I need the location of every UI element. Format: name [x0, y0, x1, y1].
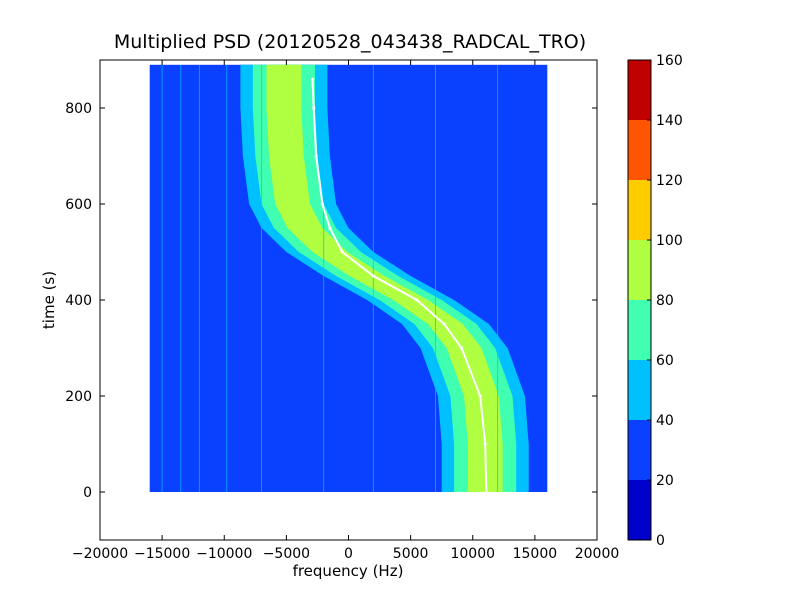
x-tick-label: −20000: [72, 546, 128, 562]
chart-title: Multiplied PSD (20120528_043438_RADCAL_T…: [114, 31, 586, 53]
colorbar-tick-label: 120: [656, 173, 683, 189]
y-tick-label: 0: [83, 485, 92, 501]
x-tick-label: 5000: [393, 546, 429, 562]
predicted-track-point: [371, 274, 375, 278]
colorbar-bin: [628, 420, 651, 480]
predicted-track-point: [328, 226, 332, 230]
predicted-track-point: [320, 202, 325, 206]
predicted-track-point: [314, 154, 318, 158]
predicted-track-point: [483, 442, 487, 446]
colorbar-bin: [628, 180, 651, 240]
predicted-track-point: [312, 106, 316, 110]
predicted-track-point: [415, 298, 419, 302]
colorbar-tick-label: 140: [656, 113, 683, 129]
predicted-track-point: [478, 394, 482, 398]
colorbar-bin: [628, 120, 651, 180]
y-tick-label: 600: [65, 197, 92, 213]
colorbar-tick-label: 100: [656, 233, 683, 249]
heatmap-band-level-90: [266, 64, 503, 493]
y-axis-label: time (s): [40, 271, 58, 329]
predicted-track-point: [340, 250, 344, 254]
colorbar-bin: [628, 300, 651, 360]
colorbar-bin: [628, 360, 651, 420]
predicted-track-point: [459, 346, 464, 350]
predicted-track-point: [484, 490, 489, 494]
colorbar-bin: [628, 60, 651, 120]
colorbar-bin: [628, 480, 651, 540]
colorbar-tick-label: 160: [656, 53, 683, 69]
x-tick-label: 15000: [513, 546, 558, 562]
colorbar: 0 20 40 60 80 100 120 140 160: [627, 53, 683, 549]
y-tick-label: 200: [65, 389, 92, 405]
colorbar-tick-label: 20: [656, 473, 674, 489]
x-tick-label: 10000: [450, 546, 495, 562]
axis-ticks: −20000 −15000 −10000 −5000 0 5000 10000 15000 20…: [65, 60, 619, 562]
y-tick-label: 400: [65, 293, 92, 309]
colorbar-tick-label: 60: [656, 353, 674, 369]
x-tick-label: −10000: [196, 546, 252, 562]
predicted-track-point: [310, 77, 315, 81]
x-tick-label: 20000: [575, 546, 620, 562]
plot-marks: [161, 64, 499, 494]
colorbar-tick-label: 40: [656, 413, 674, 429]
heatmap: [149, 64, 548, 493]
x-tick-label: −5000: [263, 546, 310, 562]
predicted-track-point: [442, 322, 446, 326]
colorbar-tick-label: 80: [656, 293, 674, 309]
colorbar-bin: [628, 240, 651, 300]
colorbar-tick-label: 0: [656, 533, 665, 549]
x-tick-label: −15000: [134, 546, 190, 562]
x-axis-label: frequency (Hz): [293, 562, 404, 580]
y-tick-label: 800: [65, 101, 92, 117]
x-tick-label: 0: [344, 546, 353, 562]
